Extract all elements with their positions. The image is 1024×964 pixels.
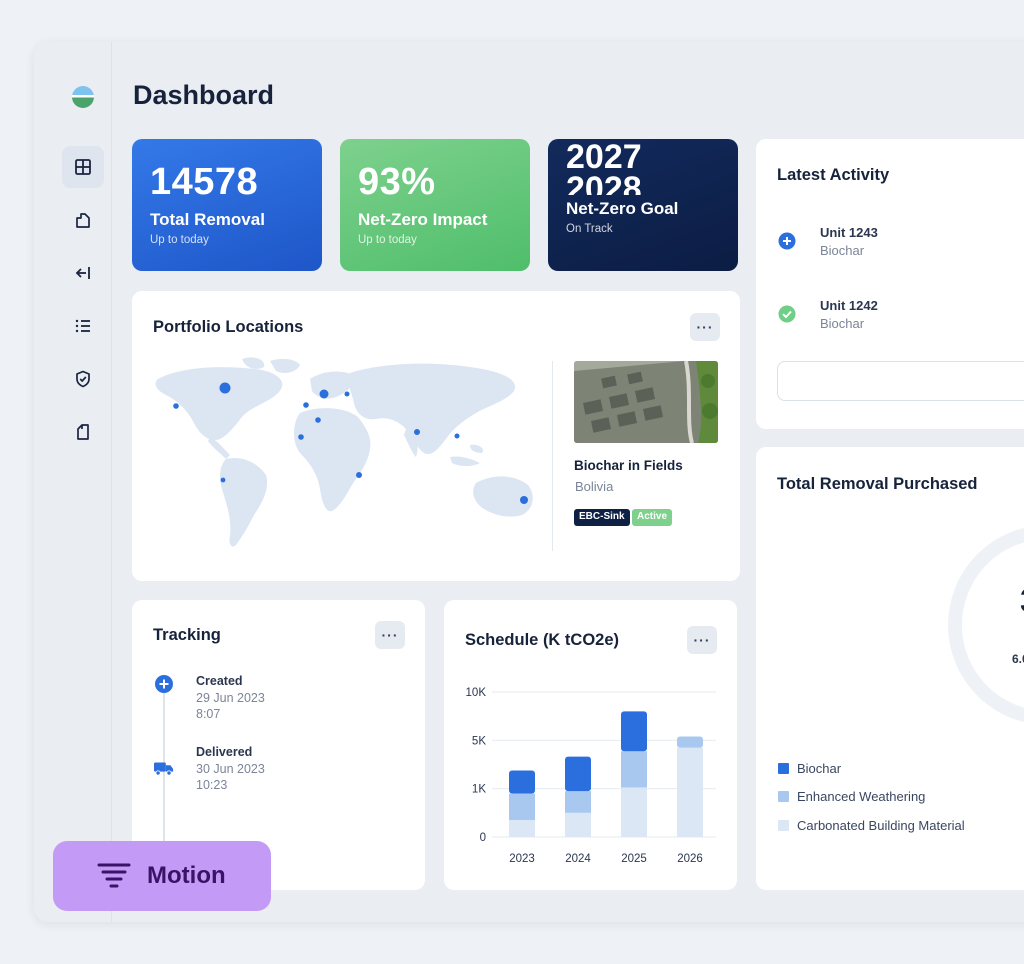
x-tick-label: 2025	[621, 853, 647, 865]
truck-icon	[154, 762, 174, 776]
legend-label: Enhanced Weathering	[797, 789, 926, 804]
sidebar-item-documents[interactable]	[62, 411, 104, 453]
bar-segment	[621, 711, 647, 752]
list-icon	[75, 319, 90, 333]
legend-label: Carbonated Building Material	[797, 818, 965, 833]
activity-sub: Biochar	[820, 243, 865, 258]
divider	[552, 361, 553, 551]
stat-sub: Up to today	[358, 234, 417, 246]
timeline-event-date: 29 Jun 2023	[196, 691, 265, 705]
sidebar-item-retire[interactable]	[62, 252, 104, 294]
activity-sub: Biochar	[820, 316, 865, 331]
motion-badge[interactable]: Motion	[53, 841, 271, 911]
legend-swatch	[778, 763, 789, 774]
y-tick-label: 5K	[472, 735, 486, 747]
bar-segment	[621, 751, 647, 788]
sidebar	[34, 42, 112, 922]
stat-label: Net-Zero Goal	[566, 199, 679, 218]
bar-segment	[677, 736, 703, 748]
stat-value: 14578	[150, 161, 259, 203]
document-icon	[77, 424, 89, 440]
bar-segment	[565, 756, 591, 792]
legend-item-carbonated: Carbonated Building Material	[778, 818, 965, 833]
x-tick-label: 2026	[677, 853, 703, 865]
stat-card-net-zero-impact[interactable]: 93% Net-Zero Impact Up to today	[340, 139, 530, 271]
y-tick-label: 1K	[472, 784, 486, 796]
timeline-event-time: 10:23	[196, 778, 228, 792]
location-title[interactable]: Biochar in Fields	[574, 458, 683, 473]
stat-value-rolling: 2027 2028	[566, 141, 720, 195]
portfolio-locations-card: Portfolio Locations ···	[132, 291, 740, 581]
page-title: Dashboard	[133, 80, 275, 110]
schedule-bar-chart: 0 1K 5K 10K 2023 2024 2025 2026	[466, 687, 716, 865]
timeline-event-time: 8:07	[196, 707, 221, 721]
timeline-event-date: 30 Jun 2023	[196, 762, 265, 776]
bar-segment	[509, 820, 535, 837]
legend-swatch	[778, 791, 789, 802]
card-title: Tracking	[153, 626, 221, 644]
activity-view-all-button[interactable]	[777, 361, 1024, 401]
more-options-button[interactable]: ···	[690, 313, 720, 341]
card-title: Latest Activity	[777, 166, 890, 184]
bar-segment	[677, 747, 703, 837]
total-removal-purchased-card: Total Removal Purchased 3 6.0 Biochar En…	[756, 447, 1024, 890]
donut-chart	[948, 525, 1024, 725]
legend-item-enhanced-weathering: Enhanced Weathering	[778, 789, 925, 804]
y-tick-label: 0	[480, 832, 486, 844]
donut-value: 3	[1020, 582, 1024, 621]
sidebar-item-certificates[interactable]	[62, 358, 104, 400]
bar-segment	[509, 793, 535, 821]
app-window: Dashboard 14578 Total Removal Up to toda…	[34, 42, 1024, 922]
timeline-event-title: Delivered	[196, 745, 253, 759]
stat-sub: Up to today	[150, 234, 209, 246]
more-options-button[interactable]: ···	[375, 621, 405, 649]
more-options-button[interactable]: ···	[687, 626, 717, 654]
location-photo[interactable]	[574, 361, 718, 443]
world-map	[155, 357, 533, 547]
sidebar-item-portfolio[interactable]	[62, 199, 104, 241]
folder-chart-icon	[76, 213, 90, 228]
status-badge: Active	[632, 509, 673, 526]
x-tick-label: 2023	[509, 853, 535, 865]
plus-circle-icon	[778, 232, 796, 250]
bar-segment	[565, 812, 591, 837]
latest-activity-card: Latest Activity Unit 1243 Biochar Unit 1…	[756, 139, 1024, 429]
chart-title: Schedule (K tCO2e)	[465, 631, 620, 649]
y-tick-label: 10K	[466, 687, 487, 699]
x-tick-label: 2024	[565, 853, 591, 865]
check-circle-icon	[778, 305, 796, 323]
stat-value-previous: 2027	[566, 141, 642, 176]
activity-title[interactable]: Unit 1243	[820, 225, 878, 240]
stat-value: 2028	[566, 170, 642, 195]
stat-card-net-zero-goal[interactable]: 2027 2028 Net-Zero Goal On Track	[548, 139, 738, 271]
stat-sub: On Track	[566, 223, 613, 235]
bar-segment	[565, 791, 591, 813]
sidebar-item-dashboard[interactable]	[62, 146, 104, 188]
timeline-event-title: Created	[196, 674, 243, 688]
stat-label: Net-Zero Impact	[358, 210, 488, 229]
activity-title[interactable]: Unit 1242	[820, 298, 878, 313]
sidebar-item-list[interactable]	[62, 305, 104, 347]
tag-badge: EBC-Sink	[574, 509, 630, 526]
plus-circle-icon	[155, 675, 173, 693]
legend-swatch	[778, 820, 789, 831]
location-country: Bolivia	[575, 479, 614, 494]
bar-segment	[509, 770, 535, 794]
app-logo	[72, 86, 94, 108]
stat-card-total-removal[interactable]: 14578 Total Removal Up to today	[132, 139, 322, 271]
legend-item-biochar: Biochar	[778, 761, 841, 776]
motion-label: Motion	[147, 862, 226, 889]
bar-segment	[621, 787, 647, 837]
card-title: Total Removal Purchased	[777, 475, 978, 493]
motion-logo-icon	[97, 863, 131, 888]
schedule-card: Schedule (K tCO2e) ··· 0 1K 5K 10K 2023 2024 2…	[444, 600, 737, 890]
stat-value: 93%	[358, 161, 436, 203]
card-title: Portfolio Locations	[153, 318, 304, 336]
layout-grid-icon	[75, 159, 91, 175]
donut-subvalue: 6.0	[1012, 652, 1024, 666]
arrow-left-bar-icon	[75, 267, 90, 279]
shield-check-icon	[76, 370, 90, 388]
legend-label: Biochar	[797, 761, 842, 776]
stat-label: Total Removal	[150, 210, 265, 229]
